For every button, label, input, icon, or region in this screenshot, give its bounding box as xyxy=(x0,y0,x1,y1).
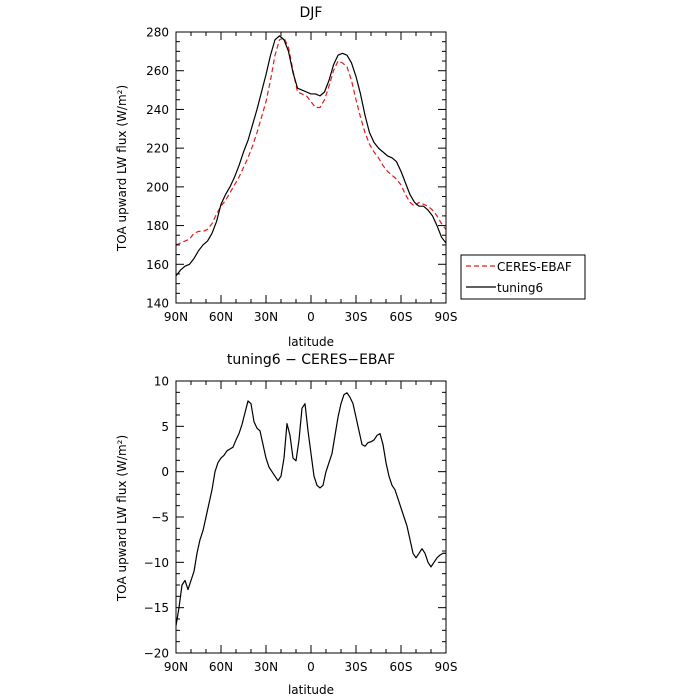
bottom-xtick-label: 60N xyxy=(209,660,233,674)
bottom-ytick-label: −10 xyxy=(144,556,169,570)
top-xtick-label: 30S xyxy=(345,310,368,324)
top-chart-axes: 140 160 180 200 220 240 260 280 90N 60N 30N 0 30S 60S… xyxy=(146,26,457,325)
bottom-xtick-label: 90N xyxy=(164,660,188,674)
top-series-line-tuning6 xyxy=(175,35,447,277)
bottom-chart-xlabel: latitude xyxy=(288,683,334,697)
top-chart-series-layer xyxy=(175,35,447,277)
bottom-ytick-label: 5 xyxy=(161,420,169,434)
top-chart-legend: CERES-EBAF tuning6 xyxy=(460,254,586,300)
top-chart-ylabel: TOA upward LW flux (W/m²) xyxy=(115,85,129,252)
bottom-chart-title: tuning6 − CERES−EBAF xyxy=(227,352,395,368)
bottom-ytick-label: 0 xyxy=(161,465,169,479)
top-xtick-label: 60N xyxy=(209,310,233,324)
top-ytick-label: 260 xyxy=(146,64,169,78)
bottom-chart-series-layer xyxy=(175,392,446,626)
top-ytick-label: 140 xyxy=(146,297,169,311)
top-xtick-label: 0 xyxy=(307,310,315,324)
bottom-xtick-label: 90S xyxy=(435,660,458,674)
top-series-line-ceres-ebaf xyxy=(175,37,447,246)
top-xtick-label: 60S xyxy=(390,310,413,324)
bottom-ytick-label: −20 xyxy=(144,647,169,661)
bottom-chart-axes: −20 −15 −10 −5 0 5 10 90N 60N 30N 0 30S 60S 90S xyxy=(144,375,458,675)
bottom-chart-panel: tuning6 − CERES−EBAF −20 −15 −10 −5 0 5 10 90N 6… xyxy=(115,352,457,697)
top-chart-title: DJF xyxy=(300,5,323,21)
bottom-chart-ylabel: TOA upward LW flux (W/m²) xyxy=(115,435,129,602)
legend-tuning6-label: tuning6 xyxy=(497,281,543,295)
top-xtick-label: 90S xyxy=(435,310,458,324)
top-ytick-label: 160 xyxy=(146,258,169,272)
top-ytick-label: 200 xyxy=(146,180,169,194)
top-chart-xlabel: latitude xyxy=(288,335,334,349)
top-ytick-label: 180 xyxy=(146,219,169,233)
top-ytick-label: 220 xyxy=(146,142,169,156)
bottom-xtick-label: 30N xyxy=(254,660,278,674)
top-plot-frame xyxy=(175,31,447,304)
top-chart-panel: DJF 140 160 180 200 220 240 260 280 90N 60N 30N 0 30… xyxy=(115,5,586,349)
bottom-xtick-label: 60S xyxy=(390,660,413,674)
bottom-xtick-label: 0 xyxy=(307,660,315,674)
bottom-plot-frame xyxy=(175,380,447,654)
top-ytick-label: 280 xyxy=(146,26,169,40)
bottom-ytick-label: −5 xyxy=(151,511,169,525)
bottom-ytick-label: −15 xyxy=(144,601,169,615)
bottom-xtick-label: 30S xyxy=(345,660,368,674)
bottom-ytick-label: 10 xyxy=(154,375,169,389)
top-ytick-label: 240 xyxy=(146,103,169,117)
top-xtick-label: 30N xyxy=(254,310,278,324)
bottom-series-line-0 xyxy=(175,392,446,626)
legend-ceres-label: CERES-EBAF xyxy=(497,260,572,274)
legend-box xyxy=(460,254,586,300)
top-xtick-label: 90N xyxy=(164,310,188,324)
